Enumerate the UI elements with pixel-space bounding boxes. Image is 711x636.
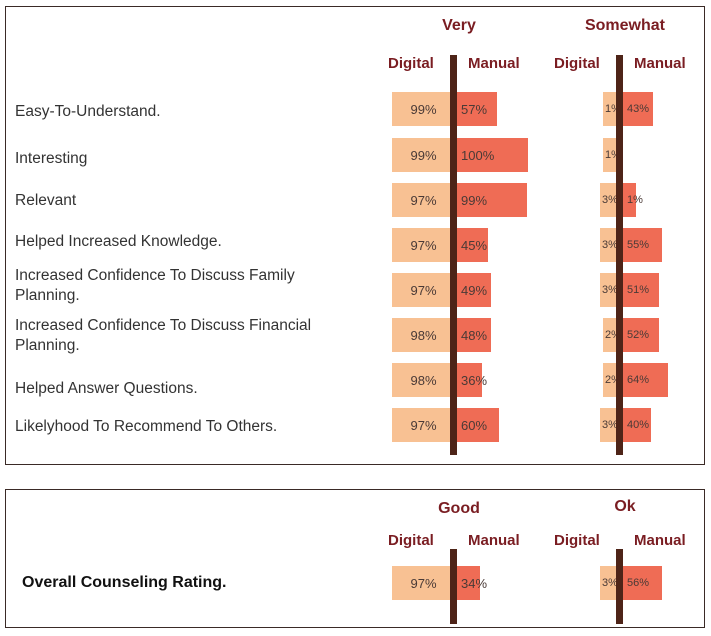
category-label: Interesting bbox=[15, 150, 88, 167]
subheader-digital: Digital bbox=[554, 55, 600, 72]
manual-bar: 52% bbox=[622, 318, 660, 352]
group-header: Ok bbox=[614, 498, 636, 515]
digital-bar: 98% bbox=[392, 363, 455, 397]
manual-bar: 100% bbox=[456, 138, 528, 172]
manual-bar: 57% bbox=[456, 92, 498, 126]
manual-bar: 45% bbox=[456, 228, 489, 262]
subheader-digital: Digital bbox=[554, 532, 600, 549]
manual-bar: 34% bbox=[456, 566, 487, 600]
digital-bar: 3% bbox=[600, 273, 621, 307]
digital-bar: 97% bbox=[392, 273, 455, 307]
group-header: Somewhat bbox=[584, 17, 665, 34]
group-header: Good bbox=[438, 500, 480, 517]
overall-rating-panel bbox=[5, 489, 705, 628]
digital-bar: 3% bbox=[600, 566, 621, 600]
manual-bar: 40% bbox=[622, 408, 651, 442]
manual-bar: 43% bbox=[622, 92, 653, 126]
category-label: Easy-To-Understand. bbox=[15, 103, 161, 120]
category-label: Increased Confidence To Discuss Family P… bbox=[15, 267, 295, 304]
category-label: Relevant bbox=[15, 192, 77, 209]
category-label: Increased Confidence To Discuss Financia… bbox=[15, 317, 312, 354]
digital-bar: 97% bbox=[392, 228, 455, 262]
subheader-manual: Manual bbox=[634, 55, 686, 72]
category-label: Likelyhood To Recommend To Others. bbox=[15, 418, 278, 435]
manual-bar: 64% bbox=[622, 363, 669, 397]
category-label: Helped Increased Knowledge. bbox=[15, 233, 222, 250]
digital-bar: 97% bbox=[392, 566, 455, 600]
manual-bar: 51% bbox=[622, 273, 659, 307]
manual-bar: 1% bbox=[622, 183, 643, 217]
manual-bar: 55% bbox=[622, 228, 662, 262]
digital-bar: 98% bbox=[392, 318, 455, 352]
group-header: Very bbox=[442, 17, 476, 34]
category-label: Helped Answer Questions. bbox=[15, 380, 198, 397]
digital-bar: 99% bbox=[392, 92, 455, 126]
divider-line bbox=[616, 55, 623, 455]
subheader-manual: Manual bbox=[468, 55, 520, 72]
manual-bar: 60% bbox=[456, 408, 500, 442]
manual-bar: 48% bbox=[456, 318, 491, 352]
divider-line bbox=[450, 55, 457, 455]
digital-bar: 97% bbox=[392, 183, 455, 217]
subheader-manual: Manual bbox=[634, 532, 686, 549]
digital-bar: 3% bbox=[600, 408, 621, 442]
subheader-digital: Digital bbox=[388, 55, 434, 72]
digital-bar: 97% bbox=[392, 408, 455, 442]
divider-line bbox=[450, 549, 457, 624]
digital-bar: 99% bbox=[392, 138, 455, 172]
category-label: Overall Counseling Rating. bbox=[22, 574, 227, 591]
subheader-digital: Digital bbox=[388, 532, 434, 549]
digital-bar: 3% bbox=[600, 228, 621, 262]
manual-bar: 36% bbox=[456, 363, 487, 397]
ratings-panel bbox=[5, 6, 705, 465]
manual-bar: 99% bbox=[456, 183, 528, 217]
manual-bar: 56% bbox=[622, 566, 663, 600]
subheader-manual: Manual bbox=[468, 532, 520, 549]
divider-line bbox=[616, 549, 623, 624]
digital-bar: 3% bbox=[600, 183, 621, 217]
manual-bar: 49% bbox=[456, 273, 492, 307]
